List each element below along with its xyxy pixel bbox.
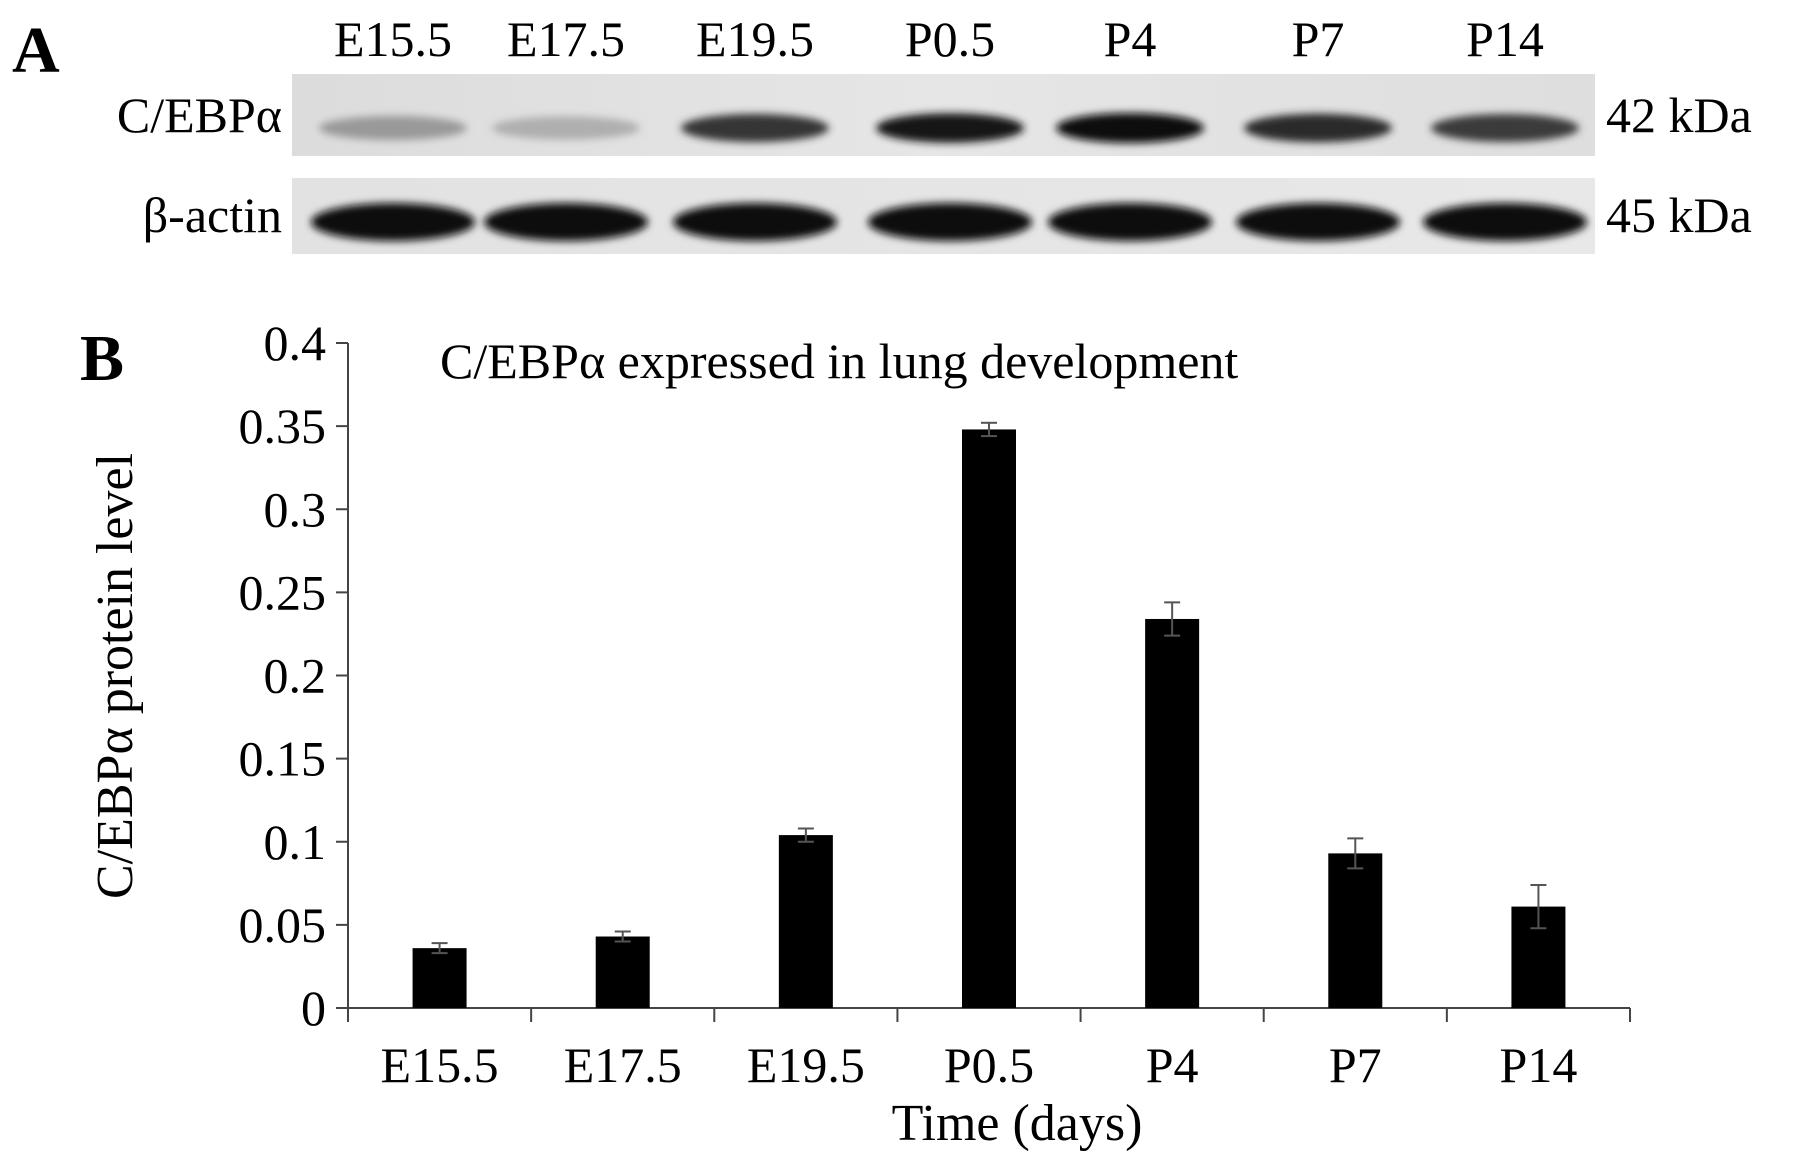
blot-cebpa-protein-label: C/EBPα bbox=[117, 87, 282, 143]
blot-band bbox=[492, 116, 640, 140]
blot-band bbox=[1236, 203, 1400, 241]
y-tick-label: 0.1 bbox=[264, 814, 327, 870]
lane-labels: E15.5 E17.5 E19.5 P0.5 P4 P7 P14 bbox=[334, 11, 1544, 67]
lane-label: E15.5 bbox=[334, 11, 452, 67]
blot-cebpa: C/EBPα 42 kDa bbox=[117, 74, 1752, 156]
blot-band bbox=[319, 115, 467, 141]
lane-label: E17.5 bbox=[507, 11, 625, 67]
blot-band bbox=[1431, 113, 1579, 143]
x-axis-label: Time (days) bbox=[892, 1095, 1143, 1152]
blot-band bbox=[1056, 113, 1204, 143]
y-tick-label: 0 bbox=[301, 980, 326, 1036]
bar-chart: 0 0.05 0.1 0.15 0.2 0.25 0.3 0.35 0.4 E15.5 E17.5 E… bbox=[239, 315, 1631, 1093]
y-axis-label: C/EBPα protein level bbox=[87, 453, 144, 899]
panel-b: B C/EBPα expressed in lung development 0… bbox=[80, 315, 1631, 1152]
y-tick-label: 0.4 bbox=[264, 315, 327, 371]
blot-band bbox=[681, 113, 829, 143]
x-tick-label: E17.5 bbox=[564, 1037, 682, 1093]
blot-actin-size-label: 45 kDa bbox=[1606, 187, 1752, 243]
x-tick-label: E19.5 bbox=[747, 1037, 865, 1093]
blot-band bbox=[484, 203, 648, 241]
panel-a: A E15.5 E17.5 E19.5 P0.5 P4 P7 P14 C/EBPα 42 k… bbox=[12, 11, 1752, 254]
lane-label: P0.5 bbox=[905, 11, 995, 67]
panel-b-label: B bbox=[80, 322, 124, 395]
blot-band bbox=[1244, 113, 1392, 143]
panel-a-label: A bbox=[12, 14, 60, 87]
y-tick-label: 0.05 bbox=[239, 897, 327, 953]
blot-band bbox=[673, 203, 837, 241]
x-tick-label: E15.5 bbox=[381, 1037, 499, 1093]
blot-cebpa-bands bbox=[319, 113, 1579, 143]
blot-actin-bands bbox=[311, 203, 1587, 241]
lane-label: P14 bbox=[1466, 11, 1544, 67]
bar bbox=[1145, 618, 1200, 1008]
y-tick-label: 0.35 bbox=[239, 398, 327, 454]
x-tick-label: P4 bbox=[1146, 1037, 1199, 1093]
bar bbox=[595, 936, 650, 1008]
lane-label: E19.5 bbox=[696, 11, 814, 67]
bar bbox=[778, 835, 833, 1008]
blot-band bbox=[876, 113, 1024, 143]
lane-label: P7 bbox=[1292, 11, 1345, 67]
chart-title: C/EBPα expressed in lung development bbox=[440, 333, 1238, 389]
bar bbox=[1328, 853, 1383, 1008]
x-tick-label: P14 bbox=[1500, 1037, 1578, 1093]
lane-label: P4 bbox=[1104, 11, 1157, 67]
blot-band bbox=[868, 203, 1032, 241]
blot-band bbox=[1048, 203, 1212, 241]
blot-actin: β-actin 45 kDa bbox=[143, 178, 1752, 254]
y-tick-label: 0.3 bbox=[264, 481, 327, 537]
y-tick-label: 0.2 bbox=[264, 648, 327, 704]
x-tick-label: P7 bbox=[1329, 1037, 1382, 1093]
bar bbox=[962, 429, 1016, 1008]
y-tick-label: 0.25 bbox=[239, 564, 327, 620]
blot-band bbox=[1423, 203, 1587, 241]
blot-cebpa-size-label: 42 kDa bbox=[1606, 87, 1752, 143]
bar bbox=[412, 948, 467, 1008]
blot-actin-protein-label: β-actin bbox=[143, 187, 282, 243]
blot-band bbox=[311, 203, 475, 241]
y-tick-label: 0.15 bbox=[239, 731, 327, 787]
x-tick-label: P0.5 bbox=[944, 1037, 1034, 1093]
